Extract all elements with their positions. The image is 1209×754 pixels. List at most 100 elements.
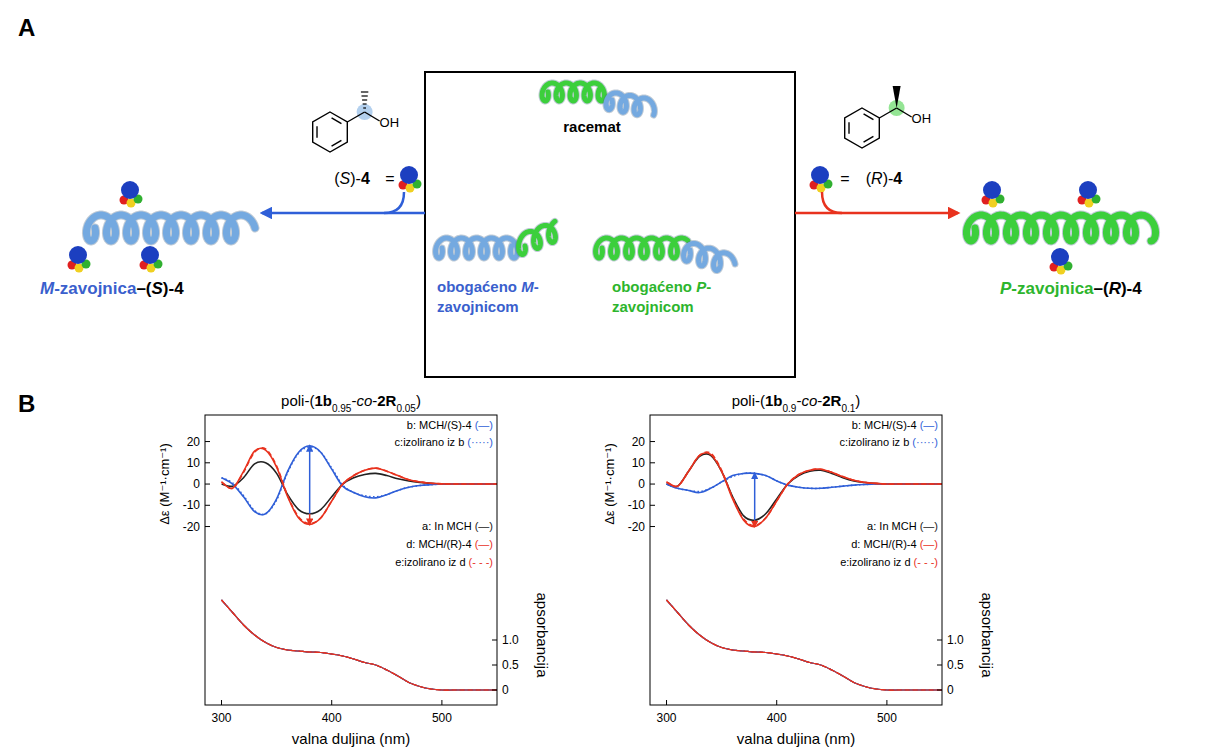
y-tick <box>205 484 210 485</box>
cd-line <box>667 452 942 525</box>
text-run: 4 <box>1132 279 1142 298</box>
x-axis-title: valna duljina (nm) <box>737 730 855 747</box>
text-run: a: In MCH <box>422 520 475 532</box>
text-run: M <box>40 279 55 298</box>
text-run: b: MCH/(S)-4 <box>852 419 920 431</box>
hashed-wedge <box>363 107 366 108</box>
y-tick-label: 0 <box>193 477 200 491</box>
helix-outline <box>966 215 1155 241</box>
text-run: (—) <box>920 419 938 431</box>
chart-title: poli-(1b0.9-co-2R0.1) <box>732 392 861 414</box>
legend-entry: e:izolirano iz d (- - -) <box>840 556 938 568</box>
y2-tick-label: 1.0 <box>947 633 964 647</box>
ball <box>400 166 418 184</box>
legend-entry: a: In MCH (—) <box>422 520 493 532</box>
x-axis-title: valna duljina (nm) <box>292 730 410 747</box>
helix <box>606 93 654 115</box>
cd-line <box>667 453 942 527</box>
molecule <box>313 92 380 152</box>
ligand-balls <box>1078 181 1101 208</box>
bond <box>879 108 896 118</box>
double-bond <box>316 126 317 137</box>
x-tick-label: 500 <box>877 711 897 725</box>
helix <box>684 243 735 270</box>
x-tick-label: 300 <box>657 711 677 725</box>
x-tick <box>666 700 667 705</box>
text-run: (—) <box>475 520 493 532</box>
ball <box>69 246 87 264</box>
text-run: (—) <box>475 419 493 431</box>
text-run: 2R <box>822 392 841 409</box>
label: zavojnicom <box>612 298 694 315</box>
bond <box>365 112 380 121</box>
y-axis-title: Δε (M⁻¹·cm⁻¹) <box>157 443 172 525</box>
y2-tick <box>937 640 942 641</box>
y2-tick <box>492 665 497 666</box>
helix-outline <box>436 238 518 258</box>
text-run: 4 <box>361 170 370 187</box>
helix <box>542 83 604 101</box>
text-run: co <box>356 392 372 409</box>
bond <box>897 108 912 117</box>
double-bond <box>864 114 874 120</box>
change-arrow <box>309 514 311 525</box>
text-run: 2R <box>377 392 396 409</box>
text-run: (- - -) <box>914 556 938 568</box>
ball <box>141 246 159 264</box>
text-run: 4 <box>174 279 184 298</box>
text-run: -zavojnica <box>54 279 137 298</box>
panel-label: B <box>18 390 35 417</box>
helix-outline <box>519 221 556 254</box>
absorbance-line <box>222 600 497 690</box>
legend-entry: e:izolirano iz d (- - -) <box>395 556 493 568</box>
y2-tick-label: 0.5 <box>502 658 519 672</box>
x-tick <box>331 700 332 705</box>
y-tick <box>650 441 655 442</box>
absorbance-line <box>667 600 942 690</box>
cd-line <box>222 447 497 515</box>
text-run: ) <box>855 392 860 409</box>
y-tick-label: -10 <box>628 498 646 512</box>
legend-entry: b: MCH/(S)-4 (—) <box>852 419 938 431</box>
plot-frame <box>650 415 942 705</box>
text-run: co <box>801 392 817 409</box>
text-run: obogaćeno <box>437 278 521 295</box>
absorbance-line <box>222 600 497 690</box>
text-run: d: MCH/(R)-4 <box>851 538 919 550</box>
y-tick <box>205 505 210 506</box>
y-tick-label: 20 <box>187 435 201 449</box>
bond <box>347 112 364 122</box>
legend-entry: d: MCH/(R)-4 (—) <box>406 538 493 550</box>
hashed-wedge <box>362 99 367 100</box>
x-tick <box>776 700 777 705</box>
product-label: P-zavojnica–(R)-4 <box>1000 279 1142 298</box>
cd-line <box>222 448 497 524</box>
text-run: 1b <box>765 392 783 409</box>
y2-tick-label: 0 <box>502 683 509 697</box>
label: obogaćeno M- <box>437 278 539 295</box>
y-tick <box>205 462 210 463</box>
y2-tick <box>937 665 942 666</box>
text-run: zavojnicom <box>612 298 694 315</box>
y-tick-label: 10 <box>632 456 646 470</box>
x-tick-label: 400 <box>322 711 342 725</box>
legend-entry: b: MCH/(S)-4 (—) <box>407 419 493 431</box>
helix-outline <box>86 215 255 241</box>
y-tick-label: -20 <box>183 520 201 534</box>
y-tick-label: 0 <box>638 477 645 491</box>
y-tick <box>650 505 655 506</box>
y-tick-label: -10 <box>183 498 201 512</box>
text-run: R <box>871 170 883 187</box>
text-run: c:izolirano iz b <box>840 436 913 448</box>
text-run: 0.95 <box>332 403 352 414</box>
solid-wedge <box>893 86 901 108</box>
absorbance-line <box>222 600 497 690</box>
y-tick-label: 10 <box>187 456 201 470</box>
label: zavojnicom <box>437 298 519 315</box>
molecule <box>845 86 912 148</box>
text-run: a: In MCH <box>867 520 920 532</box>
double-bond <box>332 118 342 124</box>
hashed-wedge <box>361 95 367 96</box>
helix-outline <box>606 93 654 115</box>
helix <box>436 238 518 258</box>
